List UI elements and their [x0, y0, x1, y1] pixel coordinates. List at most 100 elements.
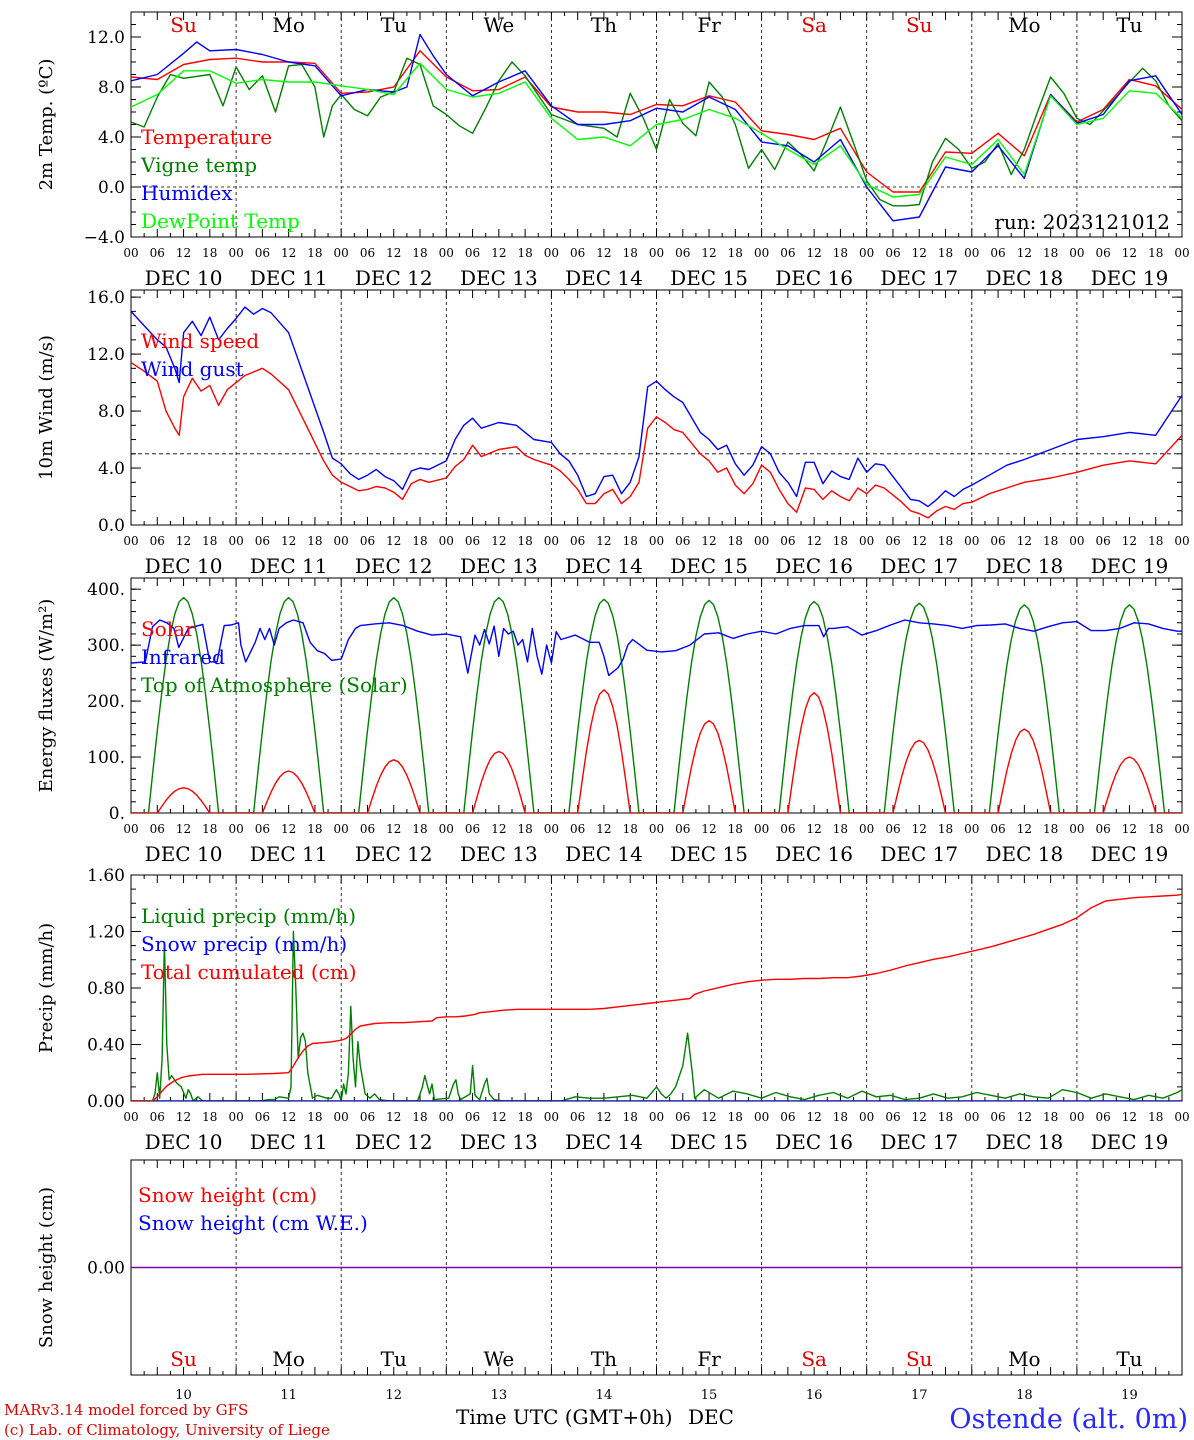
date-label: DEC 19: [1091, 842, 1169, 866]
hour-tick-label: 00: [123, 246, 138, 260]
date-label: DEC 16: [775, 1130, 853, 1154]
hour-tick-label: 06: [675, 1110, 690, 1124]
hour-tick-label: 18: [307, 246, 322, 260]
hour-tick-label: 06: [465, 1110, 480, 1124]
hour-tick-label: 00: [1069, 246, 1084, 260]
series-line-top-of-atmosphere-solar-: [131, 596, 1182, 813]
hour-tick-label: 12: [912, 822, 927, 836]
hour-tick-label: 18: [202, 534, 217, 548]
hour-tick-label: 06: [570, 822, 585, 836]
hour-tick-label: 06: [150, 534, 165, 548]
hour-tick-label: 06: [570, 534, 585, 548]
hour-tick-label: 06: [675, 534, 690, 548]
date-label: DEC 14: [565, 842, 643, 866]
hour-tick-label: 06: [570, 246, 585, 260]
hour-tick-label: 00: [439, 534, 454, 548]
y-axis-title: Energy fluxes (W/m²): [36, 599, 57, 793]
date-label: DEC 11: [250, 1130, 328, 1154]
hour-tick-label: 00: [544, 534, 559, 548]
hour-tick-label: 18: [833, 534, 848, 548]
hour-tick-label: 00: [649, 534, 664, 548]
hour-tick-label: 18: [202, 822, 217, 836]
hour-tick-label: 00: [1174, 246, 1189, 260]
hour-tick-label: 06: [1096, 534, 1111, 548]
hour-tick-label: 12: [386, 1110, 401, 1124]
hour-tick-label: 18: [1148, 534, 1163, 548]
hour-tick-label: 18: [1148, 246, 1163, 260]
y-tick-label: 0.0: [98, 178, 125, 198]
hour-tick-label: 06: [990, 1110, 1005, 1124]
hour-tick-label: 12: [491, 1110, 506, 1124]
hour-tick-label: 00: [228, 822, 243, 836]
hour-tick-label: 06: [780, 534, 795, 548]
hour-tick-label: 12: [596, 822, 611, 836]
date-label: DEC 16: [775, 266, 853, 290]
date-label: DEC 12: [355, 842, 433, 866]
weekday-label-top: Tu: [1116, 13, 1142, 37]
date-label: DEC 16: [775, 842, 853, 866]
date-label: DEC 13: [460, 842, 538, 866]
hour-tick-label: 06: [780, 1110, 795, 1124]
hour-tick-label: 00: [1069, 822, 1084, 836]
hour-tick-label: 00: [754, 534, 769, 548]
hour-tick-label: 06: [255, 246, 270, 260]
hour-tick-label: 06: [675, 822, 690, 836]
hour-tick-label: 00: [228, 1110, 243, 1124]
weekday-label-bottom: Mo: [1008, 1347, 1041, 1371]
hour-tick-label: 12: [281, 1110, 296, 1124]
legend-entry: Humidex: [141, 181, 233, 205]
y-tick-label: 8.0: [98, 402, 125, 422]
date-label: DEC 10: [145, 842, 223, 866]
hour-tick-label: 12: [1122, 246, 1137, 260]
y-tick-label: 0.00: [87, 1259, 125, 1279]
month-label: DEC: [688, 1405, 734, 1429]
day-number-label: 17: [911, 1388, 928, 1403]
hour-tick-label: 18: [412, 822, 427, 836]
hour-tick-label: 18: [307, 534, 322, 548]
hour-tick-label: 00: [1174, 822, 1189, 836]
hour-tick-label: 18: [412, 534, 427, 548]
hour-tick-label: 00: [228, 534, 243, 548]
series-line-humidex: [131, 33, 1182, 222]
y-tick-label: 1.60: [87, 866, 125, 886]
weekday-label-bottom: Su: [170, 1347, 197, 1371]
panel-1: 12.0 8.0 4.0 0.0 −4.0 2m Temp. (ºC) 00 06 12 18 00…: [36, 11, 1190, 290]
hour-tick-label: 00: [649, 822, 664, 836]
y-axis-title: 10m Wind (m/s): [36, 335, 57, 480]
y-tick-label: 200.: [87, 692, 125, 712]
hour-tick-label: 06: [150, 1110, 165, 1124]
station-label: Ostende (alt. 0m): [949, 1404, 1188, 1435]
hour-tick-label: 12: [807, 534, 822, 548]
weekday-label-top: Fr: [697, 13, 721, 37]
hour-tick-label: 00: [1069, 1110, 1084, 1124]
hour-tick-label: 06: [255, 534, 270, 548]
hour-tick-label: 12: [1122, 1110, 1137, 1124]
hour-tick-label: 12: [596, 534, 611, 548]
weekday-label-top: Mo: [1008, 13, 1041, 37]
weekday-label-top: Th: [591, 13, 617, 37]
weekday-label-top: Mo: [272, 13, 305, 37]
hour-tick-label: 00: [544, 246, 559, 260]
hour-tick-label: 12: [701, 246, 716, 260]
date-label: DEC 13: [460, 266, 538, 290]
hour-tick-label: 12: [912, 246, 927, 260]
legend-entry: Temperature: [141, 125, 272, 149]
legend-entry: Vigne temp: [140, 153, 257, 177]
hour-tick-label: 18: [728, 246, 743, 260]
hour-tick-label: 18: [623, 246, 638, 260]
hour-tick-label: 18: [517, 1110, 532, 1124]
hour-tick-label: 18: [202, 246, 217, 260]
hour-tick-label: 12: [701, 1110, 716, 1124]
y-tick-label: 12.0: [87, 28, 125, 48]
weekday-label-top: Tu: [381, 13, 407, 37]
run-label: run: 2023121012: [994, 210, 1170, 234]
y-tick-label: 8.0: [98, 78, 125, 98]
hour-tick-label: 00: [1174, 1110, 1189, 1124]
hour-tick-label: 18: [728, 1110, 743, 1124]
hour-tick-label: 18: [517, 534, 532, 548]
hour-tick-label: 12: [491, 822, 506, 836]
series-line-wind-speed: [131, 362, 1182, 519]
series-line-wind-gust: [131, 306, 1182, 508]
hour-tick-label: 12: [386, 822, 401, 836]
